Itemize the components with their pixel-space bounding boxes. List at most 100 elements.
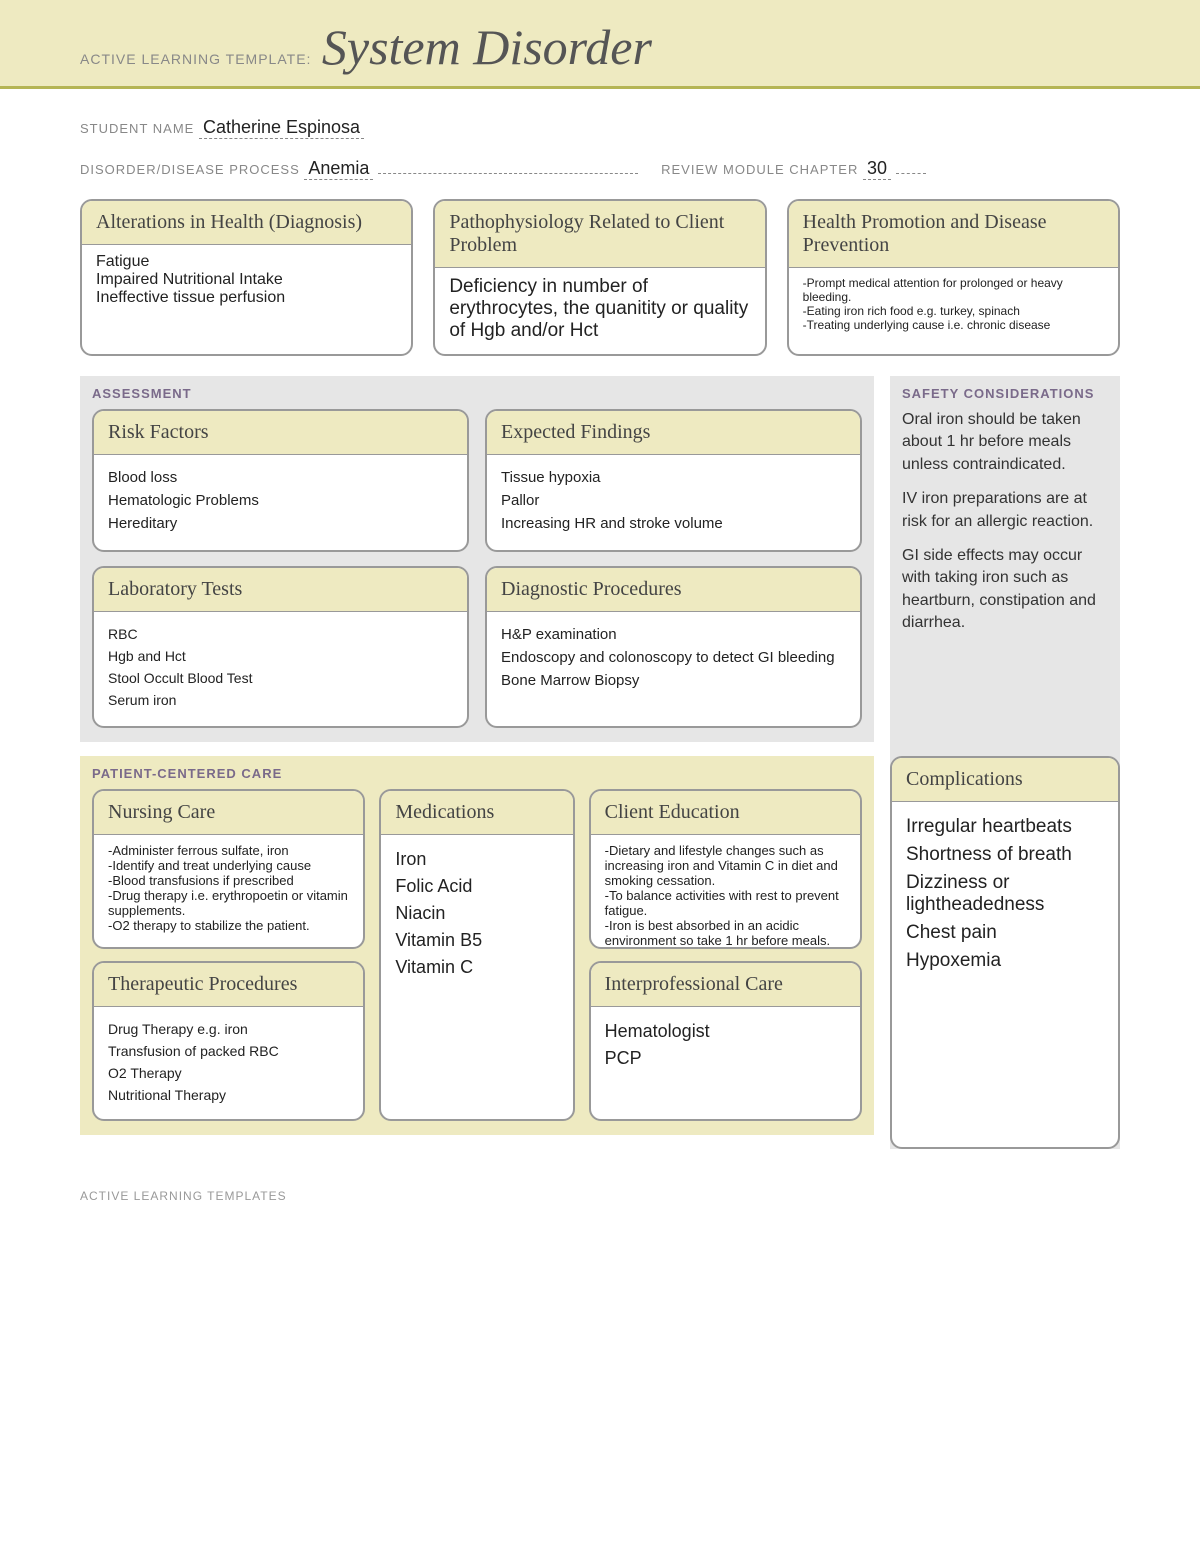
comp-body: Irregular heartbeats Shortness of breath…	[892, 802, 1118, 990]
text: Serum iron	[108, 692, 453, 708]
text: GI side effects may occur with taking ir…	[902, 545, 1108, 635]
diag-card: Diagnostic Procedures H&P examination En…	[485, 566, 862, 728]
blank-line	[896, 173, 926, 174]
edu-title: Client Education	[591, 791, 860, 835]
left-column: ASSESSMENT Risk Factors Blood loss Hemat…	[80, 376, 874, 756]
text: -To balance activities with rest to prev…	[605, 888, 846, 918]
chapter-value: 30	[863, 158, 891, 180]
edu-body: -Dietary and lifestyle changes such as i…	[591, 835, 860, 949]
text: Hematologic Problems	[108, 492, 453, 509]
thera-body: Drug Therapy e.g. iron Transfusion of pa…	[94, 1007, 363, 1121]
promo-body: -Prompt medical attention for prolonged …	[789, 268, 1118, 344]
text: Nutritional Therapy	[108, 1087, 349, 1103]
text: Hypoxemia	[906, 950, 1104, 972]
meds-body: Iron Folic Acid Niacin Vitamin B5 Vitami…	[381, 835, 572, 996]
text: -Prompt medical attention for prolonged …	[803, 276, 1104, 304]
alterations-title: Alterations in Health (Diagnosis)	[82, 201, 411, 245]
safety-body: Oral iron should be taken about 1 hr bef…	[902, 409, 1108, 635]
findings-card: Expected Findings Tissue hypoxia Pallor …	[485, 409, 862, 552]
text: Stool Occult Blood Test	[108, 670, 453, 686]
assessment-title: ASSESSMENT	[92, 386, 862, 401]
text: Iron	[395, 849, 558, 870]
text: Transfusion of packed RBC	[108, 1043, 349, 1059]
risk-body: Blood loss Hematologic Problems Heredita…	[94, 455, 467, 550]
text: Hematologist	[605, 1021, 846, 1042]
text: -Drug therapy i.e. erythropoetin or vita…	[108, 888, 349, 918]
safety-title: SAFETY CONSIDERATIONS	[902, 386, 1108, 401]
pcc-title: PATIENT-CENTERED CARE	[92, 766, 862, 781]
text: Hereditary	[108, 515, 453, 532]
inter-body: Hematologist PCP	[591, 1007, 860, 1087]
text: O2 Therapy	[108, 1065, 349, 1081]
disorder-label: DISORDER/DISEASE PROCESS	[80, 162, 300, 177]
edu-card: Client Education -Dietary and lifestyle …	[589, 789, 862, 949]
findings-title: Expected Findings	[487, 411, 860, 455]
promo-card: Health Promotion and Disease Prevention …	[787, 199, 1120, 356]
nursing-card: Nursing Care -Administer ferrous sulfate…	[92, 789, 365, 949]
meds-card: Medications Iron Folic Acid Niacin Vitam…	[379, 789, 574, 1121]
pcc-column: PATIENT-CENTERED CARE Nursing Care -Admi…	[80, 756, 874, 1149]
student-name-value: Catherine Espinosa	[199, 117, 364, 139]
labs-card: Laboratory Tests RBC Hgb and Hct Stool O…	[92, 566, 469, 728]
text: -Treating underlying cause i.e. chronic …	[803, 318, 1104, 332]
top-row: Alterations in Health (Diagnosis) Fatigu…	[80, 199, 1120, 356]
template-title: System Disorder	[322, 19, 652, 75]
text: -Identify and treat underlying cause	[108, 858, 349, 873]
text: Dizziness or lightheadedness	[906, 872, 1104, 916]
text: H&P examination	[501, 626, 846, 643]
text: -Administer ferrous sulfate, iron	[108, 843, 349, 858]
nursing-title: Nursing Care	[94, 791, 363, 835]
bottom-layout: PATIENT-CENTERED CARE Nursing Care -Admi…	[80, 756, 1120, 1149]
text: Ineffective tissue perfusion	[96, 289, 397, 307]
text: Vitamin C	[395, 957, 558, 978]
risk-title: Risk Factors	[94, 411, 467, 455]
labs-title: Laboratory Tests	[94, 568, 467, 612]
findings-body: Tissue hypoxia Pallor Increasing HR and …	[487, 455, 860, 550]
main-content: STUDENT NAME Catherine Espinosa DISORDER…	[0, 89, 1200, 1179]
header-band: ACTIVE LEARNING TEMPLATE: System Disorde…	[0, 0, 1200, 89]
text: Pallor	[501, 492, 846, 509]
inter-title: Interprofessional Care	[591, 963, 860, 1007]
text: Chest pain	[906, 922, 1104, 944]
text: PCP	[605, 1048, 846, 1069]
text: -Eating iron rich food e.g. turkey, spin…	[803, 304, 1104, 318]
comp-section: Complications Irregular heartbeats Short…	[890, 756, 1120, 1149]
diag-body: H&P examination Endoscopy and colonoscop…	[487, 612, 860, 707]
disorder-value: Anemia	[304, 158, 373, 180]
text: -Blood transfusions if prescribed	[108, 873, 349, 888]
comp-column: Complications Irregular heartbeats Short…	[890, 756, 1120, 1149]
text: Impaired Nutritional Intake	[96, 271, 397, 289]
student-line: STUDENT NAME Catherine Espinosa	[80, 117, 1120, 138]
text: -O2 therapy to stabilize the patient.	[108, 918, 349, 933]
comp-title: Complications	[892, 758, 1118, 802]
promo-title: Health Promotion and Disease Prevention	[789, 201, 1118, 268]
alterations-card: Alterations in Health (Diagnosis) Fatigu…	[80, 199, 413, 356]
disorder-line: DISORDER/DISEASE PROCESS Anemia REVIEW M…	[80, 158, 1120, 179]
text: Endoscopy and colonoscopy to detect GI b…	[501, 649, 846, 666]
nursing-body: -Administer ferrous sulfate, iron -Ident…	[94, 835, 363, 945]
safety-section: SAFETY CONSIDERATIONS Oral iron should b…	[890, 376, 1120, 756]
safety-column: SAFETY CONSIDERATIONS Oral iron should b…	[890, 376, 1120, 756]
thera-title: Therapeutic Procedures	[94, 963, 363, 1007]
text: Niacin	[395, 903, 558, 924]
alterations-body: Fatigue Impaired Nutritional Intake Inef…	[82, 245, 411, 319]
text: Fatigue	[96, 253, 397, 271]
text: IV iron preparations are at risk for an …	[902, 488, 1108, 533]
patho-card: Pathophysiology Related to Client Proble…	[433, 199, 766, 356]
student-name-label: STUDENT NAME	[80, 121, 194, 136]
mid-layout: ASSESSMENT Risk Factors Blood loss Hemat…	[80, 376, 1120, 756]
text: Hgb and Hct	[108, 648, 453, 664]
text: RBC	[108, 626, 453, 642]
assessment-section: ASSESSMENT Risk Factors Blood loss Hemat…	[80, 376, 874, 742]
diag-title: Diagnostic Procedures	[487, 568, 860, 612]
text: -Iron is best absorbed in an acidic envi…	[605, 918, 846, 948]
labs-body: RBC Hgb and Hct Stool Occult Blood Test …	[94, 612, 467, 726]
template-prefix: ACTIVE LEARNING TEMPLATE:	[80, 51, 311, 67]
text: Increasing HR and stroke volume	[501, 515, 846, 532]
thera-card: Therapeutic Procedures Drug Therapy e.g.…	[92, 961, 365, 1121]
footer: ACTIVE LEARNING TEMPLATES	[0, 1179, 1200, 1233]
chapter-label: REVIEW MODULE CHAPTER	[661, 162, 858, 177]
text: Oral iron should be taken about 1 hr bef…	[902, 409, 1108, 476]
text: Shortness of breath	[906, 844, 1104, 866]
comp-card: Complications Irregular heartbeats Short…	[890, 756, 1120, 1149]
